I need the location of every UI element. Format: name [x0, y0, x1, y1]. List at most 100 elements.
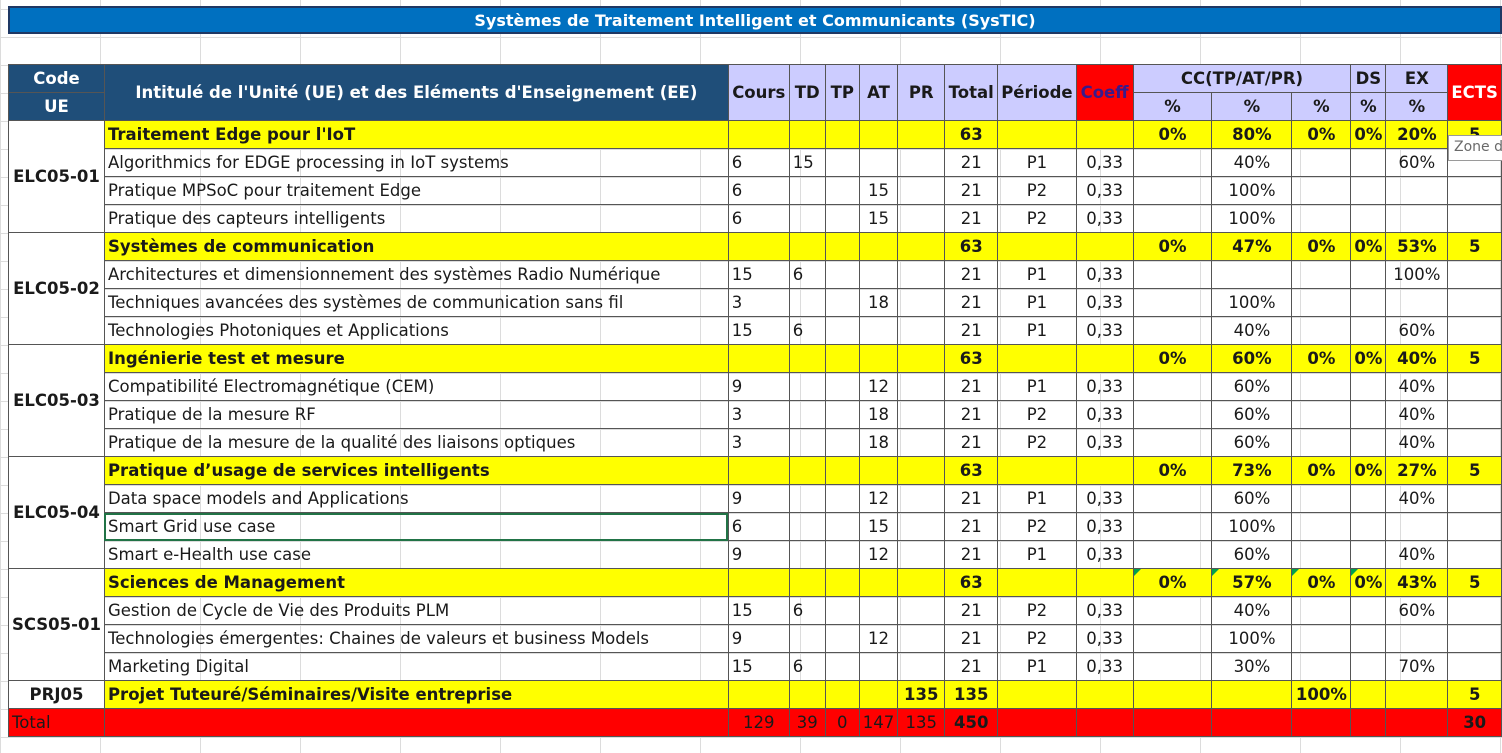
ee-coeff[interactable]: 0,33: [1075, 176, 1134, 205]
ee-ex[interactable]: 40%: [1385, 400, 1449, 429]
ue-td[interactable]: [788, 232, 826, 261]
ee-periode[interactable]: P1: [997, 652, 1077, 681]
projet-cc3[interactable]: 100%: [1291, 680, 1352, 709]
ee-total[interactable]: 21: [944, 540, 999, 569]
ee-coeff[interactable]: 0,33: [1075, 540, 1134, 569]
ue-cc2[interactable]: 47%: [1211, 232, 1293, 261]
ee-total[interactable]: 21: [944, 428, 999, 457]
ue-tp[interactable]: [824, 344, 860, 373]
ee-cc2[interactable]: [1211, 260, 1293, 289]
ee-pr[interactable]: [897, 512, 946, 541]
ee-pr[interactable]: [897, 652, 946, 681]
ee-tp[interactable]: [824, 316, 860, 345]
total-ex[interactable]: [1385, 708, 1449, 737]
ee-periode[interactable]: P1: [997, 372, 1077, 401]
ee-coeff[interactable]: 0,33: [1075, 204, 1134, 233]
ee-at[interactable]: 15: [858, 204, 899, 233]
ee-total[interactable]: 21: [944, 596, 999, 625]
ue-ex[interactable]: 27%: [1385, 456, 1449, 485]
ue-ds[interactable]: 0%: [1350, 568, 1387, 597]
ee-cc1[interactable]: [1132, 204, 1213, 233]
ee-cc2[interactable]: 100%: [1211, 512, 1293, 541]
ue-periode[interactable]: [997, 568, 1077, 597]
ee-periode[interactable]: P1: [997, 260, 1077, 289]
ue-code[interactable]: ELC05-03: [8, 344, 105, 457]
ee-name[interactable]: Smart e-Health use case: [103, 540, 729, 569]
ee-pr[interactable]: [897, 316, 946, 345]
total-periode[interactable]: [997, 708, 1077, 737]
projet-at[interactable]: [858, 680, 899, 709]
header-cours[interactable]: Cours: [727, 64, 790, 121]
ee-pr[interactable]: [897, 372, 946, 401]
ee-at[interactable]: 18: [858, 288, 899, 317]
ue-cc2[interactable]: 73%: [1211, 456, 1293, 485]
ue-coeff[interactable]: [1075, 120, 1134, 149]
ee-name[interactable]: Smart Grid use case: [103, 512, 729, 541]
ee-cours[interactable]: 3: [727, 288, 790, 317]
ue-pr[interactable]: [897, 344, 946, 373]
ee-ds[interactable]: [1350, 540, 1387, 569]
ee-periode[interactable]: P2: [997, 512, 1077, 541]
ee-cours[interactable]: 6: [727, 204, 790, 233]
ue-at[interactable]: [858, 120, 899, 149]
total-pr[interactable]: 135: [897, 708, 946, 737]
projet-cc2[interactable]: [1211, 680, 1293, 709]
ee-cc2[interactable]: 60%: [1211, 428, 1293, 457]
ue-code[interactable]: SCS05-01: [8, 568, 105, 681]
ee-at[interactable]: [858, 316, 899, 345]
ue-periode[interactable]: [997, 344, 1077, 373]
ee-periode[interactable]: P1: [997, 148, 1077, 177]
ee-at[interactable]: 18: [858, 428, 899, 457]
ee-total[interactable]: 21: [944, 204, 999, 233]
ee-pr[interactable]: [897, 288, 946, 317]
ue-pr[interactable]: [897, 456, 946, 485]
ee-coeff[interactable]: 0,33: [1075, 148, 1134, 177]
ee-cc1[interactable]: [1132, 260, 1213, 289]
ee-td[interactable]: 6: [788, 596, 826, 625]
ee-cc3[interactable]: [1291, 596, 1352, 625]
ue-ds[interactable]: 0%: [1350, 120, 1387, 149]
ee-ds[interactable]: [1350, 176, 1387, 205]
ee-cc3[interactable]: [1291, 428, 1352, 457]
ee-cc1[interactable]: [1132, 400, 1213, 429]
ue-title[interactable]: Traitement Edge pour l'IoT: [103, 120, 729, 149]
ee-cours[interactable]: 15: [727, 596, 790, 625]
ee-tp[interactable]: [824, 596, 860, 625]
ee-td[interactable]: 6: [788, 316, 826, 345]
ee-tp[interactable]: [824, 288, 860, 317]
ee-total[interactable]: 21: [944, 260, 999, 289]
projet-pr[interactable]: 135: [897, 680, 946, 709]
ee-at[interactable]: [858, 652, 899, 681]
ee-cc1[interactable]: [1132, 428, 1213, 457]
ee-cc1[interactable]: [1132, 652, 1213, 681]
ee-ex[interactable]: 60%: [1385, 316, 1449, 345]
ee-at[interactable]: 12: [858, 372, 899, 401]
ee-name[interactable]: Pratique de la mesure RF: [103, 400, 729, 429]
ee-pr[interactable]: [897, 540, 946, 569]
ee-cc3[interactable]: [1291, 652, 1352, 681]
projet-code[interactable]: PRJ05: [8, 680, 105, 709]
ue-cc1[interactable]: 0%: [1132, 344, 1213, 373]
header-cc[interactable]: CC(TP/AT/PR): [1132, 64, 1352, 93]
projet-tp[interactable]: [824, 680, 860, 709]
ee-cc1[interactable]: [1132, 288, 1213, 317]
ee-cc2[interactable]: 60%: [1211, 372, 1293, 401]
ue-periode[interactable]: [997, 456, 1077, 485]
ee-pr[interactable]: [897, 260, 946, 289]
header-pr[interactable]: PR: [897, 64, 946, 121]
ee-total[interactable]: 21: [944, 316, 999, 345]
ee-name[interactable]: Techniques avancées des systèmes de comm…: [103, 288, 729, 317]
ee-at[interactable]: [858, 148, 899, 177]
ue-periode[interactable]: [997, 120, 1077, 149]
ee-cc3[interactable]: [1291, 400, 1352, 429]
total-total[interactable]: 450: [944, 708, 999, 737]
ue-cc3[interactable]: 0%: [1291, 456, 1352, 485]
ee-at[interactable]: [858, 260, 899, 289]
ee-at[interactable]: 12: [858, 624, 899, 653]
ue-cours[interactable]: [727, 568, 790, 597]
ue-td[interactable]: [788, 568, 826, 597]
ee-total[interactable]: 21: [944, 652, 999, 681]
ee-cc1[interactable]: [1132, 176, 1213, 205]
ee-ds[interactable]: [1350, 512, 1387, 541]
ee-name[interactable]: Architectures et dimensionnement des sys…: [103, 260, 729, 289]
